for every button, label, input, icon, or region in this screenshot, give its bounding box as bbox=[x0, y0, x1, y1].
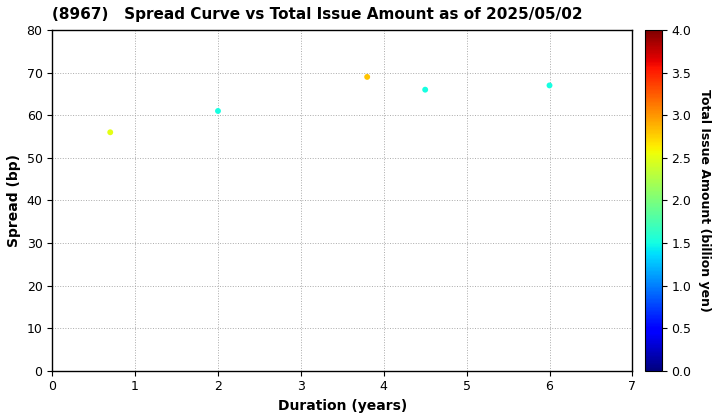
Text: (8967)   Spread Curve vs Total Issue Amount as of 2025/05/02: (8967) Spread Curve vs Total Issue Amoun… bbox=[53, 7, 583, 22]
Point bbox=[420, 87, 431, 93]
Point bbox=[104, 129, 116, 136]
X-axis label: Duration (years): Duration (years) bbox=[278, 399, 407, 413]
Point bbox=[544, 82, 555, 89]
Y-axis label: Total Issue Amount (billion yen): Total Issue Amount (billion yen) bbox=[698, 89, 711, 312]
Point bbox=[361, 74, 373, 80]
Point bbox=[212, 108, 224, 114]
Y-axis label: Spread (bp): Spread (bp) bbox=[7, 154, 21, 247]
